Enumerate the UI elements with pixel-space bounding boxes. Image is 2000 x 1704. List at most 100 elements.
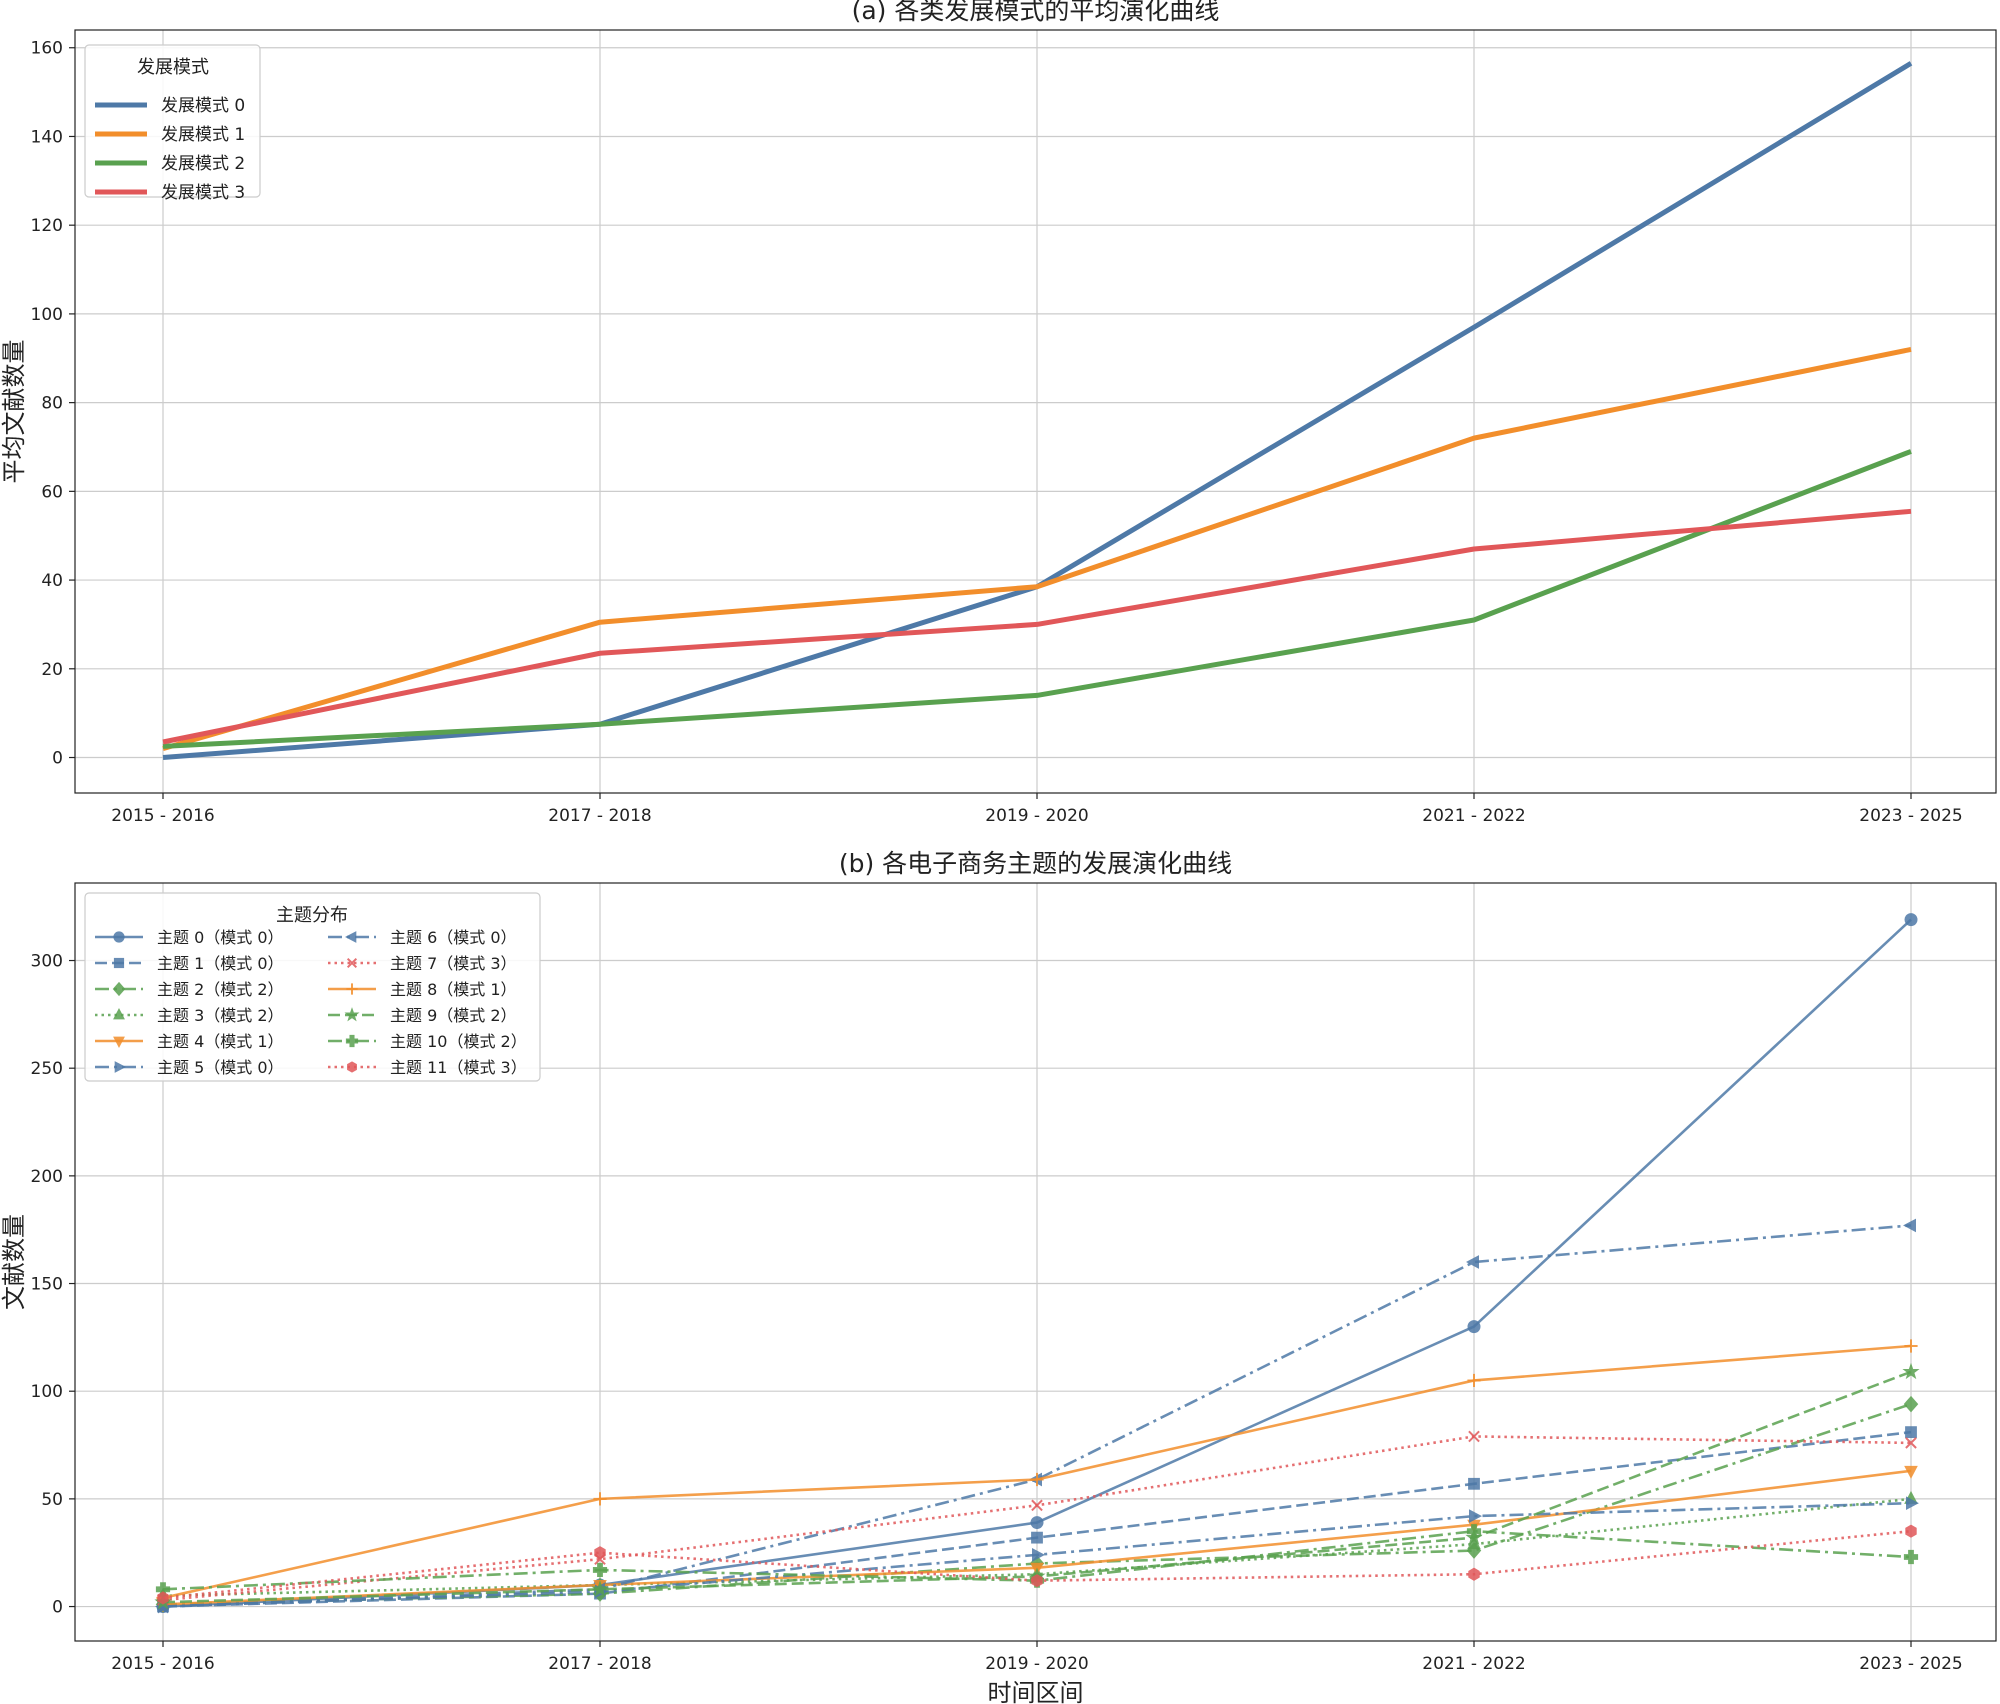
y-tick-label: 100 — [31, 1382, 63, 1402]
x-tick-label: 2019 - 2020 — [985, 1654, 1088, 1674]
chart-title: (b) 各电子商务主题的发展演化曲线 — [839, 849, 1232, 878]
data-point-8-1 — [593, 1492, 607, 1506]
y-axis-label: 平均文献数量 — [0, 340, 28, 484]
y-tick-label: 140 — [31, 127, 63, 147]
x-axis-label: 时间区间 — [988, 1679, 1084, 1704]
data-point-10-3 — [1466, 1524, 1482, 1539]
legend-marker — [346, 983, 358, 995]
legend-label: 主题 11（模式 3） — [390, 1058, 527, 1077]
legend-label: 发展模式 1 — [161, 125, 245, 145]
legend-item-3: 发展模式 3 — [95, 183, 245, 203]
legend-item-9: 主题 9（模式 2） — [328, 1006, 517, 1025]
legend-marker — [114, 1061, 126, 1073]
legend-item-2: 发展模式 2 — [95, 154, 245, 174]
legend-marker — [345, 1034, 359, 1048]
data-point-7-4 — [1905, 1437, 1917, 1449]
data-point-10-1 — [592, 1562, 608, 1578]
y-tick-label: 50 — [41, 1490, 63, 1510]
y-tick-label: 250 — [31, 1059, 63, 1079]
legend-marker — [346, 957, 358, 969]
series-line-1 — [162, 346, 1912, 752]
legend-box — [84, 44, 261, 198]
data-point-5-3 — [1469, 1509, 1482, 1523]
legend-box — [84, 892, 541, 1082]
legend-item-2: 主题 2（模式 2） — [95, 980, 284, 999]
x-tick-label: 2023 - 2025 — [1859, 1654, 1962, 1674]
chart-panel-1: 2015 - 2016 2017 - 2018 2019 - 2020 2021 - … — [0, 849, 1997, 1704]
series-line-11 — [162, 1529, 1912, 1600]
legend-label: 主题 9（模式 2） — [390, 1006, 517, 1025]
data-point-11-2 — [1031, 1574, 1043, 1588]
data-point-1-4 — [1905, 1426, 1917, 1439]
legend-item-3: 主题 3（模式 2） — [95, 1006, 284, 1025]
legend-label: 主题 10（模式 2） — [390, 1032, 527, 1051]
data-point-11-3 — [1468, 1567, 1480, 1581]
legend-label: 发展模式 2 — [161, 154, 245, 174]
y-tick-label: 300 — [31, 952, 63, 972]
grid-lines — [75, 883, 1996, 1641]
legend-marker — [347, 1061, 357, 1073]
series-line-2 — [162, 449, 1912, 749]
x-tick-label: 2021 - 2022 — [1422, 806, 1525, 826]
y-tick-label: 0 — [52, 1598, 63, 1618]
legend-marker — [112, 981, 126, 997]
legend-marker — [113, 1036, 125, 1048]
legend-item-1: 主题 1（模式 0） — [95, 954, 284, 973]
y-tick-label: 80 — [41, 394, 63, 414]
y-tick-label: 120 — [31, 216, 63, 236]
y-tick-label: 160 — [31, 39, 63, 59]
y-tick-label: 0 — [52, 749, 63, 769]
legend-label: 主题 0（模式 0） — [157, 928, 284, 947]
series-group — [162, 61, 1913, 761]
legend-item-0: 发展模式 0 — [95, 96, 245, 116]
data-point-8-4 — [1904, 1339, 1918, 1353]
legend-item-7: 主题 7（模式 3） — [328, 954, 517, 973]
y-tick-label: 40 — [41, 571, 63, 591]
y-tick-label: 100 — [31, 305, 63, 325]
data-point-5-4 — [1906, 1496, 1919, 1511]
legend-marker — [113, 957, 125, 969]
legend-label: 主题 7（模式 3） — [390, 954, 517, 973]
data-point-10-4 — [1903, 1549, 1919, 1565]
y-tick-label: 150 — [31, 1275, 63, 1295]
plot-frame — [74, 882, 1997, 1642]
data-point-8-2 — [1030, 1472, 1044, 1487]
data-point-4-4 — [1904, 1465, 1918, 1479]
legend-label: 发展模式 3 — [161, 183, 245, 203]
x-tick-label: 2017 - 2018 — [548, 1654, 651, 1674]
data-point-1-3 — [1468, 1477, 1480, 1490]
data-point-9-1 — [591, 1580, 609, 1597]
x-tick-label: 2021 - 2022 — [1422, 1654, 1525, 1674]
data-point-6-3 — [1466, 1255, 1479, 1269]
y-axis-label: 文献数量 — [0, 1214, 28, 1310]
legend-label: 主题 1（模式 0） — [157, 954, 284, 973]
data-point-7-2 — [1031, 1499, 1043, 1512]
data-point-5-2 — [1032, 1548, 1045, 1562]
data-point-0-3 — [1467, 1320, 1481, 1334]
legend-label: 发展模式 0 — [161, 96, 245, 116]
data-point-0-2 — [1030, 1516, 1044, 1530]
plot-frame — [74, 29, 1997, 794]
series-line-6 — [162, 1224, 1912, 1608]
legend-item-1: 发展模式 1 — [95, 125, 245, 145]
data-point-2-4 — [1903, 1395, 1919, 1413]
legend-marker — [344, 1007, 360, 1022]
legend-label: 主题 6（模式 0） — [390, 928, 517, 947]
data-point-6-4 — [1903, 1218, 1916, 1233]
legend-label: 主题 5（模式 0） — [157, 1058, 284, 1077]
legend-title: 主题分布 — [276, 905, 348, 926]
legend-label: 主题 4（模式 1） — [157, 1032, 284, 1051]
legend-label: 主题 2（模式 2） — [157, 980, 284, 999]
legend-item-5: 主题 5（模式 0） — [95, 1058, 284, 1077]
data-point-0-4 — [1904, 913, 1918, 927]
data-point-11-0 — [157, 1591, 169, 1605]
legend-item-6: 主题 6（模式 0） — [328, 928, 517, 947]
legend-item-10: 主题 10（模式 2） — [328, 1032, 527, 1051]
y-tick-label: 200 — [31, 1167, 63, 1187]
x-tick-label: 2015 - 2016 — [111, 1654, 214, 1674]
chart-panel-0: 2015 - 2016 2017 - 2018 2019 - 2020 2021 - … — [0, 0, 1997, 826]
legend-item-8: 主题 8（模式 1） — [328, 980, 517, 999]
